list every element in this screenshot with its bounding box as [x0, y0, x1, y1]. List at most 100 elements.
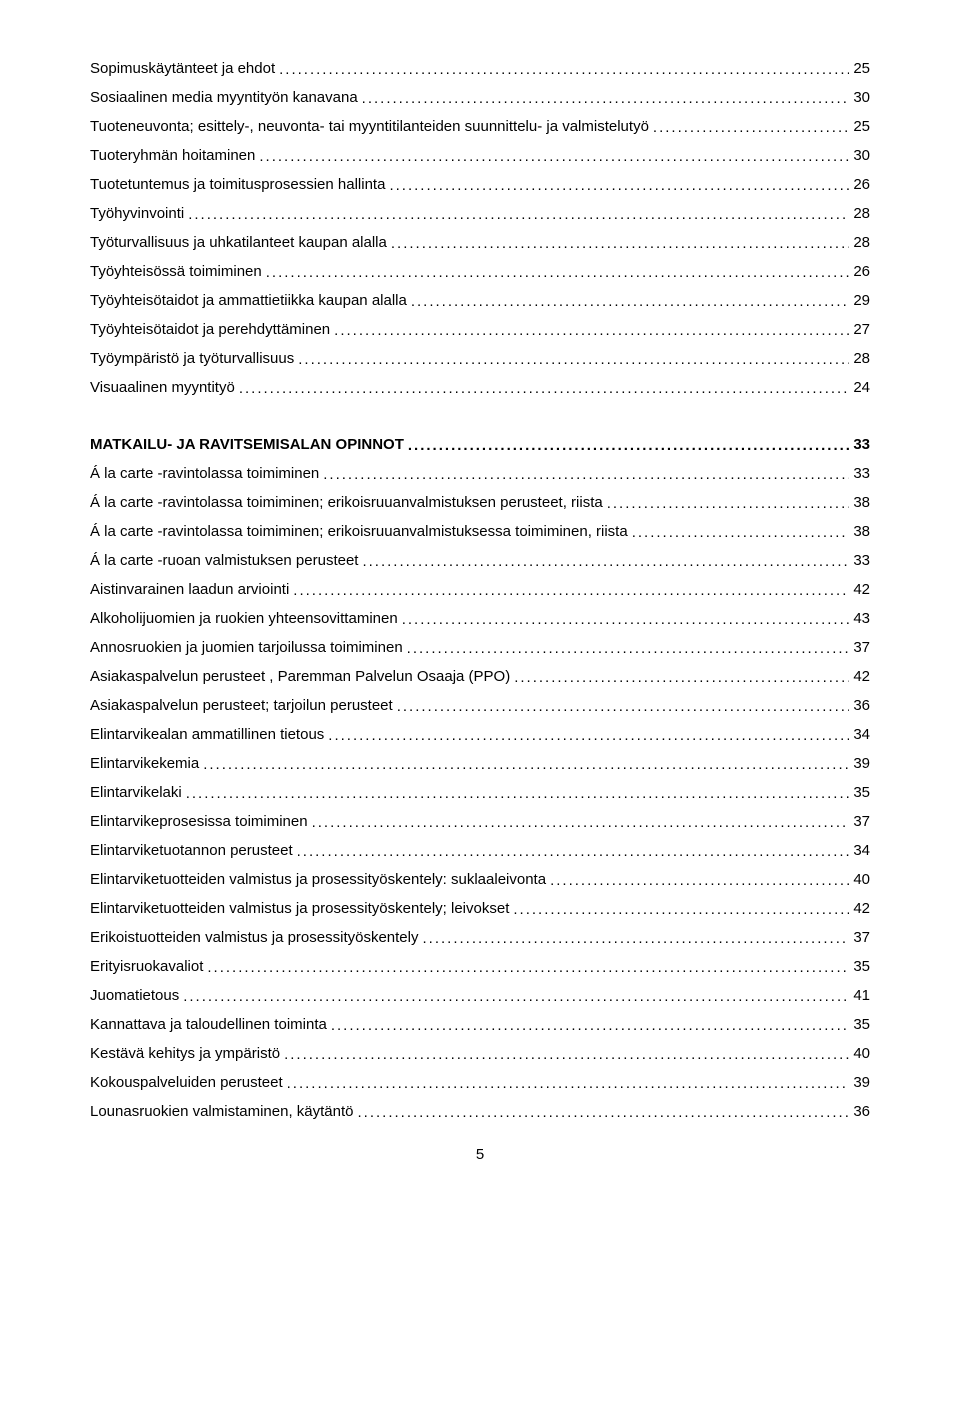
toc-leader-dots — [331, 1016, 849, 1033]
toc-page: 37 — [853, 929, 870, 946]
toc-row: Työyhteisötaidot ja perehdyttäminen27 — [90, 321, 870, 338]
toc-row: Á la carte -ravintolassa toimiminen33 — [90, 465, 870, 482]
toc-row: Elintarviketuotteiden valmistus ja prose… — [90, 871, 870, 888]
toc-label: Elintarvikealan ammatillinen tietous — [90, 726, 324, 743]
toc-label: Alkoholijuomien ja ruokien yhteensovitta… — [90, 610, 398, 627]
toc-page: 42 — [853, 900, 870, 917]
section-heading-page: 33 — [853, 436, 870, 453]
toc-page: 42 — [853, 581, 870, 598]
toc-leader-dots — [259, 147, 849, 164]
toc-row: Työhyvinvointi 28 — [90, 205, 870, 222]
toc-label: Á la carte -ravintolassa toimiminen — [90, 465, 319, 482]
toc-row: Erityisruokavaliot35 — [90, 958, 870, 975]
toc-page: 25 — [853, 60, 870, 77]
toc-label: Elintarviketuotteiden valmistus ja prose… — [90, 900, 509, 917]
toc-page: 34 — [853, 842, 870, 859]
toc-leader-dots — [397, 697, 850, 714]
toc-row: Lounasruokien valmistaminen, käytäntö36 — [90, 1103, 870, 1120]
toc-label: Asiakaspalvelun perusteet; tarjoilun per… — [90, 697, 393, 714]
toc-leader-dots — [407, 639, 850, 656]
section-heading-row: MATKAILU- JA RAVITSEMISALAN OPINNOT 33 — [90, 436, 870, 453]
toc-page: 33 — [853, 552, 870, 569]
toc-row: Työympäristö ja työturvallisuus28 — [90, 350, 870, 367]
toc-row: Sopimuskäytänteet ja ehdot25 — [90, 60, 870, 77]
toc-label: Á la carte -ravintolassa toimiminen; eri… — [90, 523, 628, 540]
toc-page: 30 — [853, 147, 870, 164]
toc-label: Työympäristö ja työturvallisuus — [90, 350, 294, 367]
toc-page: 28 — [853, 234, 870, 251]
toc-leader-dots — [357, 1103, 849, 1120]
toc-page: 37 — [853, 813, 870, 830]
toc-row: Visuaalinen myyntityö24 — [90, 379, 870, 396]
toc-row: Elintarvikelaki35 — [90, 784, 870, 801]
toc-leader-dots — [402, 610, 850, 627]
toc-leader-dots — [550, 871, 849, 888]
toc-label: Tuoteneuvonta; esittely-, neuvonta- tai … — [90, 118, 649, 135]
toc-page: 35 — [853, 784, 870, 801]
toc-row: Elintarvikealan ammatillinen tietous 34 — [90, 726, 870, 743]
toc-page: 42 — [853, 668, 870, 685]
toc-label: Kokouspalveluiden perusteet — [90, 1074, 283, 1091]
toc-leader-dots — [287, 1074, 850, 1091]
toc-leader-dots — [653, 118, 849, 135]
toc-label: Elintarvikeprosesissa toimiminen — [90, 813, 308, 830]
toc-label: Sosiaalinen media myyntityön kanavana — [90, 89, 358, 106]
toc-label: Erityisruokavaliot — [90, 958, 203, 975]
toc-row: Á la carte -ravintolassa toimiminen; eri… — [90, 523, 870, 540]
toc-label: Elintarviketuotannon perusteet — [90, 842, 293, 859]
toc-row: Juomatietous41 — [90, 987, 870, 1004]
toc-leader-dots — [514, 668, 849, 685]
toc-label: Tuoteryhmän hoitaminen — [90, 147, 255, 164]
toc-row: Kestävä kehitys ja ympäristö40 — [90, 1045, 870, 1062]
toc-leader-dots — [513, 900, 849, 917]
toc-page: 29 — [853, 292, 870, 309]
toc-leader-dots — [362, 552, 849, 569]
toc-leader-dots — [312, 813, 850, 830]
toc-page: 39 — [853, 1074, 870, 1091]
toc-label: Juomatietous — [90, 987, 179, 1004]
toc-leader-dots — [328, 726, 849, 743]
toc-leader-dots — [293, 581, 849, 598]
toc-row: Tuoteneuvonta; esittely-, neuvonta- tai … — [90, 118, 870, 135]
toc-label: Työyhteisötaidot ja ammattietiikka kaupa… — [90, 292, 407, 309]
toc-page: 24 — [853, 379, 870, 396]
toc-row: Annosruokien ja juomien tarjoilussa toim… — [90, 639, 870, 656]
toc-row: Asiakaspalvelun perusteet , Paremman Pal… — [90, 668, 870, 685]
toc-leader-dots — [186, 784, 850, 801]
toc-leader-dots — [279, 60, 849, 77]
toc-row: Tuoteryhmän hoitaminen 30 — [90, 147, 870, 164]
toc-row: Á la carte -ruoan valmistuksen perusteet… — [90, 552, 870, 569]
toc-leader-dots — [334, 321, 849, 338]
toc-leader-dots — [207, 958, 849, 975]
toc-page: 34 — [853, 726, 870, 743]
toc-page: 30 — [853, 89, 870, 106]
toc-label: Asiakaspalvelun perusteet , Paremman Pal… — [90, 668, 510, 685]
toc-label: Á la carte -ravintolassa toimiminen; eri… — [90, 494, 603, 511]
toc-leader-dots — [411, 292, 849, 309]
toc-leader-dots — [298, 350, 849, 367]
toc-leader-dots — [391, 234, 849, 251]
toc-row: Elintarvikekemia39 — [90, 755, 870, 772]
toc-leader-dots — [297, 842, 850, 859]
toc-label: Työyhteisössä toimiminen — [90, 263, 262, 280]
toc-row: Kannattava ja taloudellinen toiminta35 — [90, 1016, 870, 1033]
toc-group-1: Sopimuskäytänteet ja ehdot25 Sosiaalinen … — [90, 60, 870, 396]
toc-leader-dots — [607, 494, 850, 511]
toc-page: 40 — [853, 871, 870, 888]
toc-leader-dots — [389, 176, 849, 193]
section-heading-label: MATKAILU- JA RAVITSEMISALAN OPINNOT — [90, 436, 404, 453]
toc-page: 26 — [853, 176, 870, 193]
toc-row: Työyhteisössä toimiminen26 — [90, 263, 870, 280]
toc-page: 28 — [853, 205, 870, 222]
toc-leader-dots — [203, 755, 849, 772]
toc-label: Työhyvinvointi — [90, 205, 184, 222]
toc-leader-dots — [632, 523, 850, 540]
toc-leader-dots — [183, 987, 849, 1004]
toc-leader-dots — [323, 465, 849, 482]
toc-label: Annosruokien ja juomien tarjoilussa toim… — [90, 639, 403, 656]
page-number: 5 — [90, 1146, 870, 1163]
toc-row: Elintarviketuotannon perusteet 34 — [90, 842, 870, 859]
toc-label: Työturvallisuus ja uhkatilanteet kaupan … — [90, 234, 387, 251]
toc-page: 43 — [853, 610, 870, 627]
toc-row: Työturvallisuus ja uhkatilanteet kaupan … — [90, 234, 870, 251]
